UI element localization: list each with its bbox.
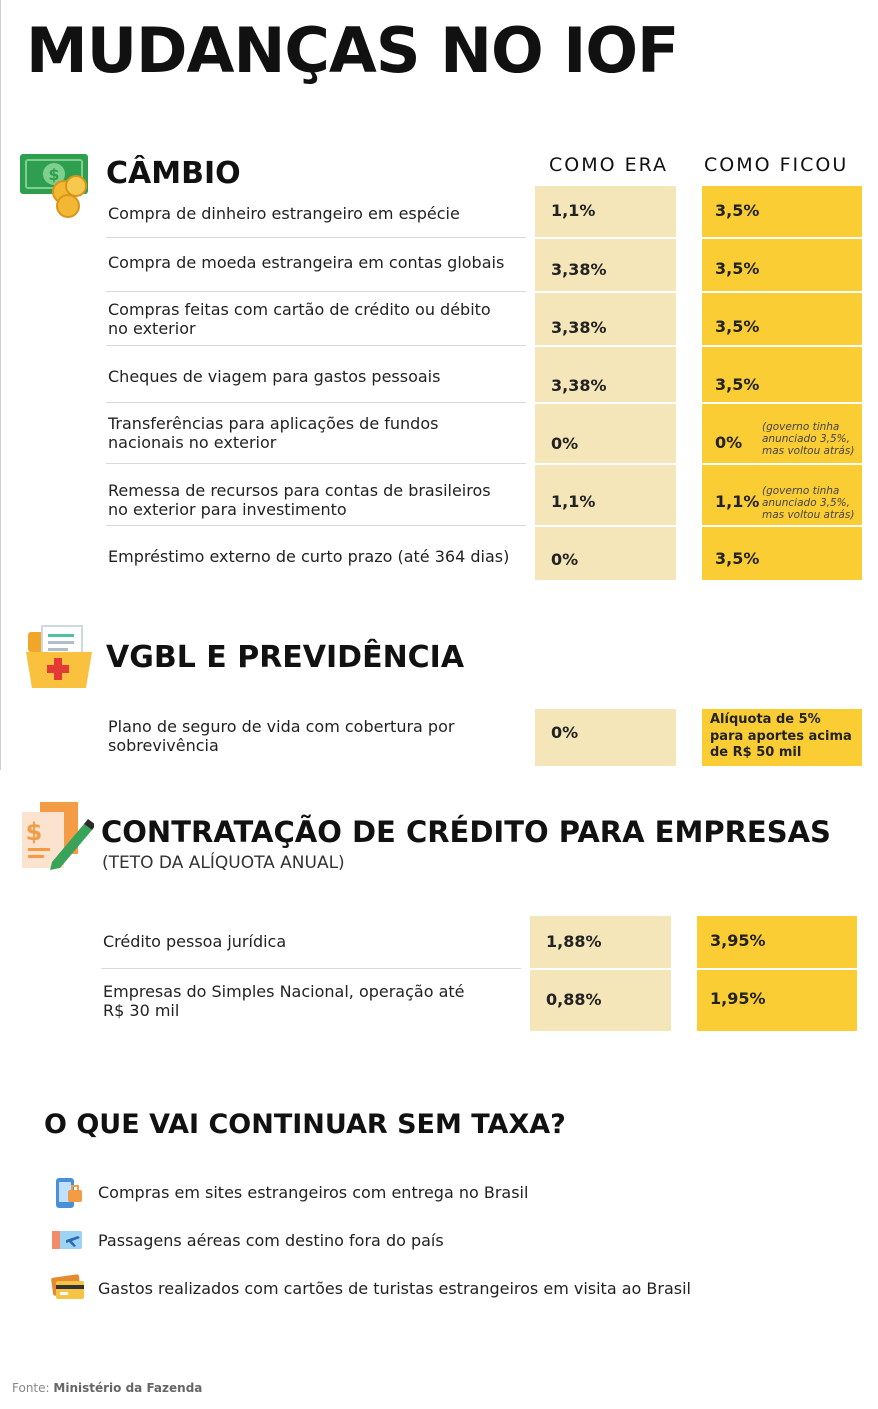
cambio-row-note: (governo tinha anunciado 3,5%, mas volto… [762,421,855,457]
section-subtitle-credito: (TETO DA ALÍQUOTA ANUAL) [102,853,345,873]
cambio-row-label: Compras feitas com cartão de crédito ou … [108,300,491,338]
cambio-row-before: 3,38% [551,318,607,337]
left-border-line [0,0,1,770]
page-title: MUDANÇAS NO IOF [26,14,679,87]
row-separator [106,402,526,403]
money-bill-icon: $ [18,150,96,222]
cambio-row-after: 3,5% [715,375,760,394]
vgbl-row-before: 0% [551,723,579,742]
credit-card-icon [50,1272,86,1302]
source-label: Fonte: [12,1381,50,1395]
vgbl-row-label: Plano de seguro de vida com cobertura po… [108,717,455,755]
column-header-after: COMO FICOU [704,154,849,176]
cambio-row-after: 1,1% [715,492,760,511]
section-title-vgbl: VGBL E PREVIDÊNCIA [106,640,465,675]
shopping-phone-icon [50,1176,84,1210]
cambio-row-label: Transferências para aplicações de fundos… [108,414,439,452]
credito-row-label: Crédito pessoa jurídica [103,932,287,951]
row-separator [535,463,862,465]
section-title-credito: CONTRATAÇÃO DE CRÉDITO PARA EMPRESAS [101,815,831,849]
credito-after-column [697,916,857,1031]
vgbl-after-cell [702,709,862,766]
row-separator [106,291,526,292]
vgbl-row-after: Alíquota de 5% para aportes acima de R$ … [710,712,852,760]
cambio-row-label: Cheques de viagem para gastos pessoais [108,367,441,386]
credito-row-after: 3,95% [710,931,766,950]
cambio-row-before: 3,38% [551,260,607,279]
cambio-row-before: 3,38% [551,376,607,395]
svg-text:$: $ [26,818,43,846]
sem-taxa-item: Gastos realizados com cartões de turista… [98,1279,691,1298]
row-separator [535,345,862,347]
row-separator [106,463,526,464]
cambio-row-before: 1,1% [551,492,596,511]
credito-row-label: Empresas do Simples Nacional, operação a… [103,982,465,1020]
cambio-row-label: Remessa de recursos para contas de brasi… [108,481,491,519]
source-value: Ministério da Fazenda [53,1381,203,1395]
row-separator [535,237,862,239]
section-title-cambio: CÂMBIO [106,156,241,191]
row-separator [535,291,862,293]
cambio-row-after: 3,5% [715,317,760,336]
row-separator [535,525,862,527]
invoice-pen-icon: $ [18,800,96,872]
sem-taxa-item: Compras em sites estrangeiros com entreg… [98,1183,529,1202]
medical-folder-icon [24,622,96,692]
svg-text:$: $ [48,165,59,184]
row-separator [106,345,526,346]
credito-row-before: 1,88% [546,932,602,951]
cambio-row-after: 0% [715,433,743,452]
airplane-ticket-icon [50,1225,84,1255]
cambio-row-before: 0% [551,434,579,453]
cambio-row-label: Compra de moeda estrangeira em contas gl… [108,253,505,272]
cambio-row-label: Compra de dinheiro estrangeiro em espéci… [108,204,460,223]
source-credit: Fonte: Ministério da Fazenda [12,1381,202,1395]
credito-row-after: 1,95% [710,989,766,1008]
column-header-before: COMO ERA [549,154,669,176]
after-column-background [702,186,862,580]
cambio-row-after: 3,5% [715,259,760,278]
row-separator [106,525,526,526]
cambio-row-before: 1,1% [551,201,596,220]
row-separator [535,402,862,404]
cambio-row-after: 3,5% [715,549,760,568]
sem-taxa-item: Passagens aéreas com destino fora do paí… [98,1231,444,1250]
row-separator [101,968,521,969]
before-column-background [535,186,676,580]
credito-row-before: 0,88% [546,990,602,1009]
section-title-sem-taxa: O QUE VAI CONTINUAR SEM TAXA? [44,1109,566,1140]
row-separator [106,237,526,238]
row-separator [530,968,857,970]
cambio-row-label: Empréstimo externo de curto prazo (até 3… [108,547,510,566]
cambio-row-before: 0% [551,550,579,569]
cambio-row-note: (governo tinha anunciado 3,5%, mas volto… [762,485,855,521]
vgbl-before-cell [535,709,676,766]
credito-before-column [530,916,671,1031]
cambio-row-after: 3,5% [715,201,760,220]
